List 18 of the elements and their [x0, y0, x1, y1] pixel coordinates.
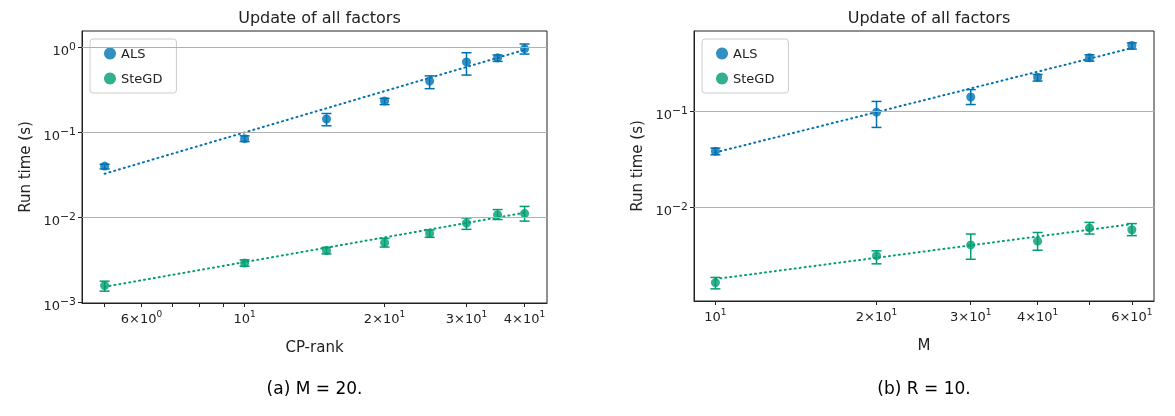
y-tick-label: 10$^{−3}$ [43, 294, 76, 314]
x-axis-title: CP-rank [285, 337, 344, 356]
y-tick-label: 10$^{0}$ [52, 39, 76, 59]
y-tick-label: 10$^{−2}$ [655, 199, 688, 219]
y-axis-title: Run time (s) [15, 121, 34, 213]
text: (b) R = 10. [876, 378, 972, 398]
chart-title: Update of all factors [847, 7, 1011, 27]
y-tick-label: 10$^{−1}$ [655, 103, 688, 123]
x-axis-title: M [917, 335, 931, 354]
legend-label: ALS [733, 46, 758, 61]
legend-label: SteGD [121, 71, 163, 86]
text: (a) M = 20. [265, 378, 364, 398]
y-axis-title: Run time (s) [627, 120, 646, 212]
y-tick-label: 10$^{−2}$ [43, 209, 76, 229]
y-tick-label: 10$^{−1}$ [43, 124, 76, 144]
legend-label: ALS [121, 46, 146, 61]
chart-title: Update of all factors [238, 7, 401, 27]
legend-label: SteGD [733, 71, 775, 86]
